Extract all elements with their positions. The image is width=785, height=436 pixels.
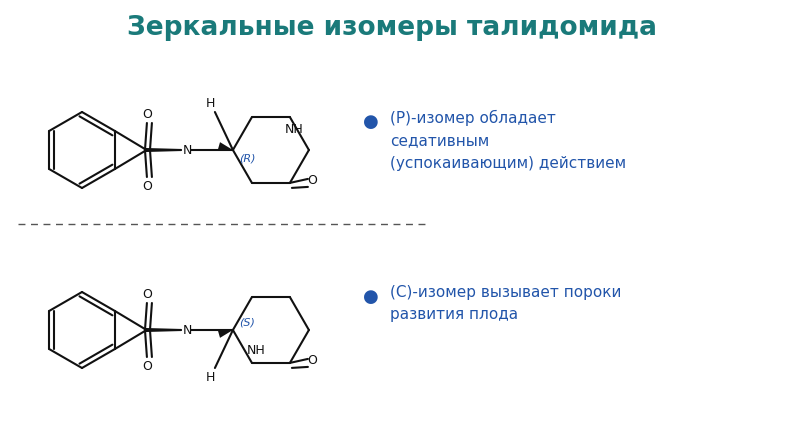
- Text: Зеркальные изомеры талидомида: Зеркальные изомеры талидомида: [127, 15, 657, 41]
- Text: O: O: [142, 108, 152, 120]
- Text: O: O: [142, 287, 152, 300]
- Text: H: H: [206, 96, 216, 109]
- Text: O: O: [307, 174, 317, 187]
- Text: O: O: [142, 360, 152, 372]
- Polygon shape: [217, 142, 233, 150]
- Text: (S): (S): [239, 317, 255, 327]
- Text: (R): (R): [239, 153, 255, 163]
- Text: (С)-изомер вызывает пороки
развития плода: (С)-изомер вызывает пороки развития плод…: [390, 285, 622, 322]
- Text: N: N: [183, 324, 192, 337]
- Text: N: N: [183, 143, 192, 157]
- Text: O: O: [307, 354, 317, 368]
- Text: NH: NH: [246, 344, 265, 358]
- Text: ●: ●: [363, 113, 378, 131]
- Text: (Р)-изомер обладает
седативным
(успокаивающим) действием: (Р)-изомер обладает седативным (успокаив…: [390, 110, 626, 170]
- Text: O: O: [142, 180, 152, 193]
- Text: NH: NH: [284, 123, 303, 136]
- Polygon shape: [217, 330, 233, 338]
- Text: ●: ●: [363, 288, 378, 306]
- Text: H: H: [206, 371, 216, 384]
